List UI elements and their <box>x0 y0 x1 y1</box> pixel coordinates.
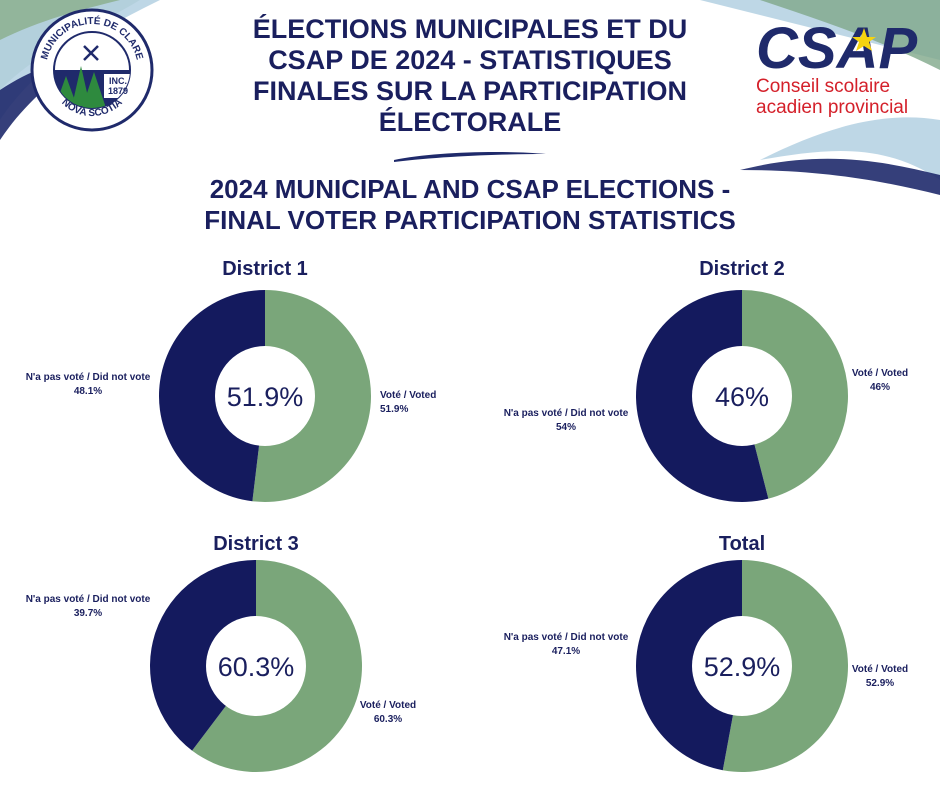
slice-label-voted-value: 60.3% <box>374 714 402 725</box>
donut-chart: District 1 51.9% Voté / Voted 51.9% N'a pas … <box>26 258 436 502</box>
donut-hole <box>692 346 792 446</box>
chart-title: District 1 <box>222 258 308 280</box>
center-value-label: 46% <box>715 382 769 412</box>
title-french: ÉLECTIONS MUNICIPALES ET DU CSAP DE 2024… <box>200 14 740 138</box>
csap-subtitle: Conseil scolaire acadien provincial <box>756 76 936 118</box>
title-en-line: FINAL VOTER PARTICIPATION STATISTICS <box>204 205 736 235</box>
slice-label-did-not-vote-name: N'a pas voté / Did not vote <box>504 408 629 419</box>
slice-label-did-not-vote-value: 48.1% <box>74 386 102 397</box>
donut-hole <box>215 346 315 446</box>
chart-title: District 2 <box>699 258 785 280</box>
slice-label-did-not-vote-name: N'a pas voté / Did not vote <box>26 594 151 605</box>
clare-inc-text: INC. <box>109 76 127 86</box>
slice-label-voted-value: 52.9% <box>866 678 894 689</box>
title-en-line: 2024 MUNICIPAL AND CSAP ELECTIONS - <box>209 174 731 204</box>
center-value-label: 52.9% <box>704 652 781 682</box>
slice-label-voted-value: 46% <box>870 382 890 393</box>
title-english: 2024 MUNICIPAL AND CSAP ELECTIONS - FINA… <box>130 174 810 236</box>
slice-did-not-vote <box>159 290 265 502</box>
center-value-label: 60.3% <box>218 652 295 682</box>
slice-voted <box>742 290 848 499</box>
title-divider-swoosh <box>394 152 546 162</box>
slice-label-did-not-vote-value: 54% <box>556 422 576 433</box>
slice-label-did-not-vote-value: 39.7% <box>74 608 102 619</box>
title-fr-line: ÉLECTORALE <box>378 107 562 137</box>
slice-label-did-not-vote-value: 47.1% <box>552 646 580 657</box>
slice-label-did-not-vote-name: N'a pas voté / Did not vote <box>26 372 151 383</box>
chart-title: Total <box>719 533 765 555</box>
slice-did-not-vote <box>150 560 256 751</box>
csap-subtitle-line2: acadien provincial <box>756 97 909 118</box>
donut-hole <box>206 616 306 716</box>
slice-label-voted-value: 51.9% <box>380 404 408 415</box>
chart-title: District 3 <box>213 533 299 555</box>
title-fr-line: ÉLECTIONS MUNICIPALES ET DU <box>252 14 688 44</box>
slice-label-did-not-vote-name: N'a pas voté / Did not vote <box>504 632 629 643</box>
slice-label-voted-name: Voté / Voted <box>852 368 908 379</box>
donut-chart: District 3 60.3% Voté / Voted 60.3% N'a pas … <box>26 533 416 773</box>
municipality-clare-logo: MUNICIPALITÉ DE CLARE NOVA SCOTIA INC. 1… <box>30 8 154 132</box>
slice-did-not-vote <box>636 560 742 771</box>
donut-chart: Total 52.9% Voté / Voted 52.9% N'a pas voté … <box>504 533 908 772</box>
title-fr-line: CSAP DE 2024 - STATISTIQUES <box>268 45 672 75</box>
slice-label-voted-name: Voté / Voted <box>852 664 908 675</box>
csap-subtitle-line1: Conseil scolaire <box>756 76 891 97</box>
clare-year-text: 1879 <box>108 86 128 96</box>
donut-hole <box>692 616 792 716</box>
csap-wordmark: CSAP <box>756 16 917 81</box>
donut-chart: District 2 46% Voté / Voted 46% N'a pas voté… <box>504 258 908 502</box>
slice-label-voted-name: Voté / Voted <box>380 390 436 401</box>
csap-logo: CSAP <box>756 16 917 81</box>
title-fr-line: FINALES SUR LA PARTICIPATION <box>253 76 687 106</box>
center-value-label: 51.9% <box>227 382 304 412</box>
slice-label-voted-name: Voté / Voted <box>360 700 416 711</box>
star-icon <box>852 28 876 51</box>
